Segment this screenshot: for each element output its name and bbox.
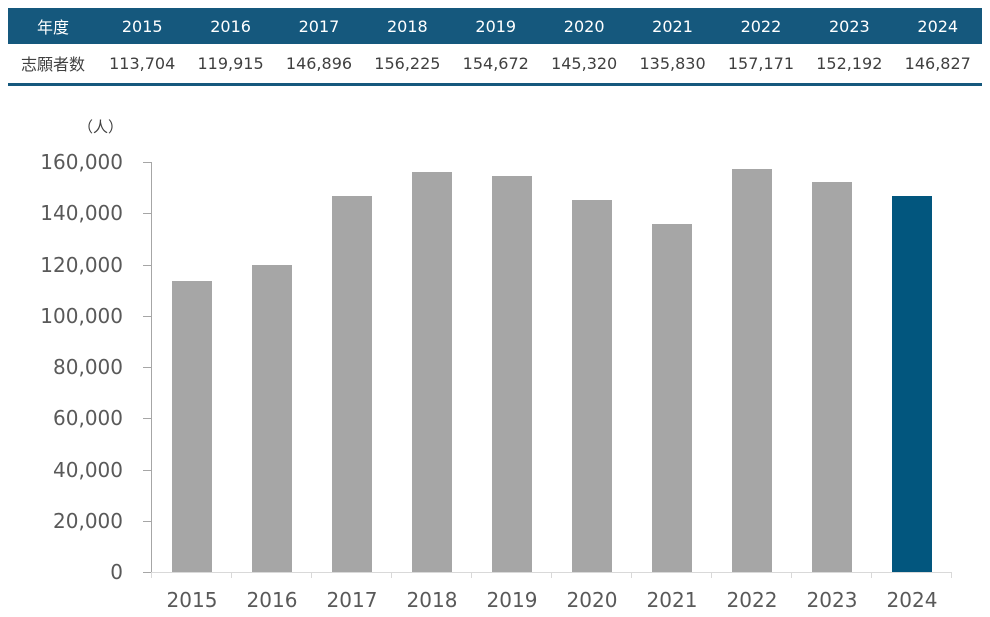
applicants-bar-chart: （人） 0 20,000 40,000 60,000 80,000 100,000 120,… <box>0 95 990 617</box>
y-axis-tick-mark <box>143 162 151 163</box>
x-axis-tick-mark <box>791 572 792 578</box>
y-axis-tick-mark <box>143 213 151 215</box>
y-axis-tick-mark <box>143 418 151 420</box>
year-header-cell-2018: 2018 <box>387 16 428 36</box>
year-header-cell-2021: 2021 <box>652 16 693 36</box>
x-axis-tick-mark <box>711 572 712 578</box>
y-axis-unit-label: （人） <box>77 118 123 136</box>
table-row-label-applicants: 志願者数 <box>20 55 85 75</box>
year-header-cell-2017: 2017 <box>298 16 340 36</box>
x-axis-tick-mark <box>231 572 232 578</box>
y-axis-tick-mark <box>143 469 151 471</box>
x-axis-label-2017: 2017 <box>326 588 378 612</box>
bar-2015 <box>172 281 212 572</box>
bar-2018 <box>412 172 452 572</box>
year-header-cell-2020: 2020 <box>563 16 605 36</box>
x-axis-label-2019: 2019 <box>486 588 538 612</box>
x-axis-tick-mark <box>631 572 632 578</box>
x-axis-tick-mark <box>151 572 152 578</box>
year-header-cell-2023: 2023 <box>828 16 870 36</box>
applicant-count-cell-2015: 113,704 <box>109 53 176 73</box>
y-axis-tick-label-160000: 160,000 <box>40 150 123 174</box>
x-axis-label-2016: 2016 <box>246 588 298 612</box>
x-axis-tick-mark <box>951 572 952 578</box>
y-axis-tick-label-140000: 140,000 <box>40 201 123 226</box>
table-header: 年度 2015 2016 2017 2018 2019 2020 2021 2022 2023 2… <box>8 8 982 44</box>
applicant-count-cell-2019: 154,672 <box>462 53 529 73</box>
applicants-by-year-table: 年度 2015 2016 2017 2018 2019 2020 2021 2022 2023 2… <box>8 8 982 86</box>
x-axis-label-2015: 2015 <box>166 588 218 612</box>
bar-2023 <box>812 182 852 572</box>
y-axis-tick-mark <box>143 520 151 522</box>
bar-2022 <box>732 169 772 572</box>
applicant-count-cell-2017: 146,896 <box>285 53 353 73</box>
y-axis-tick-mark <box>143 367 151 368</box>
x-axis-label-2020: 2020 <box>566 588 618 612</box>
y-axis-tick-mark <box>143 315 151 317</box>
x-axis-tick-mark <box>311 572 312 578</box>
x-axis-label-2021: 2021 <box>646 588 698 612</box>
x-axis-tick-mark <box>551 572 552 578</box>
table-data-row: 志願者数 113,704 119,915 146,896 156,225 154,672… <box>8 44 982 84</box>
y-axis-tick-label-80000: 80,000 <box>53 355 123 379</box>
x-axis-label-2024: 2024 <box>886 588 938 612</box>
applicant-count-cell-2018: 156,225 <box>374 53 441 73</box>
bar-2024 <box>892 196 932 572</box>
x-axis-tick-mark <box>471 572 472 578</box>
bar-2019 <box>492 176 532 572</box>
year-header-cell-2024: 2024 <box>917 16 959 36</box>
bar-2021 <box>652 224 692 572</box>
year-header-cell-2015: 2015 <box>121 16 163 36</box>
year-header-cell-2019: 2019 <box>475 16 517 36</box>
bar-2020 <box>572 200 612 572</box>
y-axis-line <box>151 162 152 578</box>
applicant-count-cell-2022: 157,171 <box>727 53 795 73</box>
x-axis-label-2022: 2022 <box>726 588 778 612</box>
y-axis-tick-label-0: 0 <box>110 560 123 584</box>
y-axis-tick-label-100000: 100,000 <box>40 303 123 328</box>
x-axis-label-2023: 2023 <box>806 588 858 612</box>
y-axis-tick-label-20000: 20,000 <box>53 508 123 533</box>
applicant-count-cell-2016: 119,915 <box>197 53 264 73</box>
y-axis-tick-label-60000: 60,000 <box>53 406 123 431</box>
y-axis-tick-mark <box>143 264 151 266</box>
bar-2016 <box>252 265 292 572</box>
year-header-cell-2016: 2016 <box>210 16 251 36</box>
applicant-count-cell-2021: 135,830 <box>639 53 706 73</box>
y-axis-tick-label-40000: 40,000 <box>53 457 123 482</box>
applicant-count-cell-2024: 146,827 <box>904 53 971 73</box>
x-axis-label-2018: 2018 <box>406 588 458 612</box>
table-corner-year-label: 年度 <box>36 18 69 37</box>
year-header-cell-2022: 2022 <box>740 16 782 36</box>
x-axis-tick-mark <box>871 572 872 578</box>
bar-2017 <box>332 196 372 572</box>
x-axis-tick-mark <box>391 572 392 578</box>
table-header-row: 年度 2015 2016 2017 2018 2019 2020 2021 2022 2023 2… <box>8 8 982 44</box>
y-axis-tick-label-120000: 120,000 <box>40 252 123 277</box>
applicant-count-cell-2023: 152,192 <box>816 53 883 73</box>
table-body: 志願者数 113,704 119,915 146,896 156,225 154,672… <box>8 44 982 84</box>
applicant-count-cell-2020: 145,320 <box>551 53 618 73</box>
y-axis-tick-mark <box>143 572 151 573</box>
